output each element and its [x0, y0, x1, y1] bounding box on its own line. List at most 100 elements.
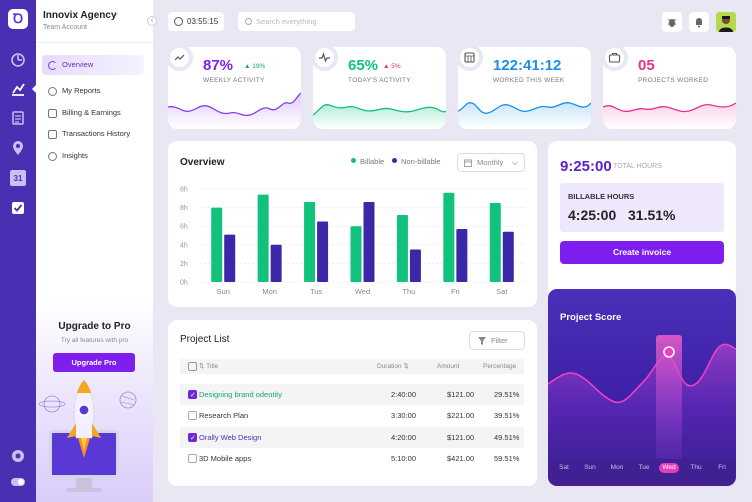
selected-day-column [656, 335, 682, 459]
x-tick-label: Sat [496, 287, 508, 296]
calendar-grid-icon [456, 44, 483, 71]
calendar-icon[interactable]: 31 [10, 170, 26, 186]
stat-change: ▲ 19% [244, 63, 265, 70]
stat-card-worked-this-week[interactable]: 122:41:12 WORKED THIS WEEK [456, 44, 591, 129]
stat-change: ▲ 5% [383, 63, 401, 70]
notification-button[interactable] [689, 12, 709, 32]
bar-billable[interactable] [304, 202, 316, 282]
column-header-amount[interactable]: Amount [437, 363, 460, 370]
y-tick-label: 4h [180, 242, 188, 249]
location-icon[interactable] [10, 140, 26, 156]
total-hours-value: 9:25:00 [560, 158, 612, 175]
document-icon[interactable] [10, 110, 26, 126]
dashboard-icon[interactable] [10, 52, 26, 68]
row-checkbox[interactable] [188, 428, 197, 449]
bar-non-billable[interactable] [270, 244, 282, 282]
day-label[interactable]: Sun [584, 464, 596, 471]
bar-non-billable[interactable] [317, 221, 329, 282]
stat-change-value: 5% [391, 63, 401, 70]
bar-billable[interactable] [396, 215, 408, 282]
y-tick-label: 0h [180, 280, 188, 287]
sidebar-item-overview[interactable]: Overview [42, 55, 144, 75]
timer[interactable]: 03:55:15 [168, 12, 224, 31]
calendar-icon [464, 159, 472, 167]
create-invoice-button[interactable]: Create invoice [560, 241, 724, 264]
notification-icon [696, 18, 702, 28]
table-row[interactable]: Designing brand odentity 2:40:00 $121.00… [180, 384, 524, 406]
x-tick-label: Tus [310, 287, 322, 296]
reports-icon [48, 87, 57, 96]
row-checkbox[interactable] [188, 454, 197, 463]
day-label[interactable]: Thu [690, 464, 702, 471]
settings-icon[interactable] [10, 448, 26, 464]
avatar[interactable] [716, 12, 736, 32]
day-label[interactable]: Tue [638, 464, 650, 471]
stat-value: 05 [638, 57, 655, 74]
row-amount: $121.00 [447, 433, 475, 442]
row-amount: $221.00 [447, 411, 475, 420]
checkbox-icon[interactable] [10, 200, 26, 216]
sidebar-item-transactions[interactable]: Transactions History [42, 124, 144, 144]
table-row[interactable]: Orally Web Design 4:20:00 $121.00 49.51% [180, 427, 524, 449]
filter-button[interactable]: Filter [469, 331, 525, 350]
table-header: ⇅ Title Duration ⇅ Amount Percentage [180, 359, 524, 374]
sidebar-item-label: Billing & Earnings [62, 108, 121, 117]
chart-icon[interactable] [10, 81, 26, 97]
app-logo-icon[interactable]: Ꝺ [8, 9, 28, 29]
sidebar-item-insights[interactable]: Insights [42, 146, 144, 166]
legend-billable[interactable]: Billable [351, 157, 384, 166]
day-label[interactable]: Mon [610, 464, 624, 471]
legend-non-billable[interactable]: Non-billable [392, 157, 441, 166]
bar-billable[interactable] [211, 207, 223, 282]
bar-billable[interactable] [443, 192, 455, 282]
search-box[interactable] [238, 12, 355, 31]
day-label[interactable]: Fri [718, 464, 726, 471]
bar-non-billable[interactable] [409, 249, 421, 282]
bar-non-billable[interactable] [224, 234, 236, 282]
period-dropdown[interactable]: Monthly ⌵ [457, 153, 525, 172]
chevron-down-icon[interactable]: ⌵ [111, 9, 118, 19]
sidebar-item-label: Overview [62, 60, 94, 69]
overview-title: Overview [180, 157, 225, 168]
bar-non-billable[interactable] [456, 228, 468, 282]
score-marker[interactable] [663, 346, 675, 358]
bar-non-billable[interactable] [502, 231, 514, 282]
brand-name[interactable]: Innovix Agency [43, 10, 117, 21]
table-row[interactable]: 3D Mobile apps 5:10:00 $421.00 59.51% [180, 448, 524, 469]
icon-rail: Ꝺ 31 [0, 0, 37, 502]
search-input[interactable] [256, 15, 351, 28]
sidebar-item-reports[interactable]: My Reports [42, 81, 144, 101]
y-tick-label: 8h [180, 187, 188, 194]
day-label[interactable]: Sat [559, 464, 569, 471]
column-header-percentage[interactable]: Percentage [483, 363, 517, 370]
billable-hours-box: BILLABLE HOURS 4:25:00 31.51% [560, 183, 724, 232]
bug-button[interactable] [662, 12, 682, 32]
upgrade-pro-button[interactable]: Upgrade Pro [53, 353, 135, 372]
bar-billable[interactable] [489, 202, 501, 282]
row-checkbox[interactable] [188, 385, 197, 406]
sidebar-collapse-button[interactable]: ‹ [147, 16, 157, 26]
row-amount: $121.00 [447, 390, 475, 399]
stat-card-todays-activity[interactable]: 65% ▲ 5% TODAY'S ACTIVITY [311, 44, 446, 129]
sidebar: Innovix Agency ⌵ Team Account Overview M… [36, 0, 153, 502]
sidebar-item-label: Transactions History [62, 129, 131, 138]
bar-billable[interactable] [350, 226, 362, 282]
column-header-title[interactable]: ⇅ Title [199, 359, 218, 374]
stat-card-weekly-activity[interactable]: 87% ▲ 19% WEEKLY ACTIVITY [166, 44, 301, 129]
sidebar-item-billing[interactable]: Billing & Earnings [42, 103, 144, 123]
y-tick-label: 8h [180, 205, 188, 212]
bar-billable[interactable] [257, 194, 269, 282]
stat-card-projects-worked[interactable]: 05 PROJECTS WORKED [601, 44, 736, 129]
chevron-down-icon: ⌵ [511, 158, 518, 167]
row-title: Research Plan [199, 411, 249, 420]
row-checkbox[interactable] [188, 411, 197, 420]
bar-non-billable[interactable] [363, 202, 375, 282]
day-label-selected[interactable]: Wed [659, 463, 679, 473]
insights-icon [48, 152, 57, 161]
x-tick-label: Fri [451, 287, 460, 296]
select-all-checkbox[interactable] [188, 362, 197, 371]
table-row[interactable]: Research Plan 3:30:00 $221.00 39.51% [180, 405, 524, 426]
toggle-icon[interactable] [10, 474, 26, 490]
column-header-duration[interactable]: Duration ⇅ [377, 359, 409, 374]
project-score-chart [548, 335, 736, 459]
